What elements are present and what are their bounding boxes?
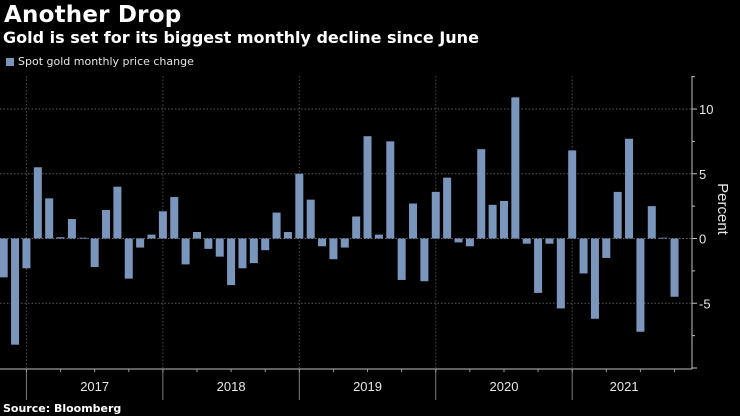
chart-title: Another Drop <box>4 2 182 28</box>
bar <box>511 97 520 239</box>
bar <box>158 211 167 239</box>
bar <box>136 238 145 248</box>
bar <box>67 219 76 239</box>
bar <box>192 232 201 239</box>
axes: 2017 2018 2019 2020 2021 -5 0 5 10 <box>0 76 713 400</box>
bar <box>374 234 383 239</box>
bar <box>602 238 611 258</box>
bar <box>181 238 190 265</box>
bar <box>0 238 8 278</box>
bar <box>113 186 122 239</box>
y-tick-label: 10 <box>699 102 713 117</box>
bar <box>556 238 565 309</box>
y-tick-label: -5 <box>699 296 711 311</box>
bar <box>215 238 224 257</box>
bar <box>318 238 327 247</box>
bar <box>249 238 258 264</box>
bar <box>568 150 577 239</box>
x-tick-label: 2019 <box>353 379 382 394</box>
bar <box>11 238 20 345</box>
bar <box>329 238 338 260</box>
bar <box>272 212 281 239</box>
bar <box>397 238 406 280</box>
bar <box>261 238 270 251</box>
bar <box>613 191 622 239</box>
bar <box>465 238 474 247</box>
bar <box>443 177 452 239</box>
legend-swatch <box>6 57 14 66</box>
x-tick-label: 2018 <box>217 379 246 394</box>
bar <box>283 232 292 239</box>
bar <box>45 198 54 239</box>
bar <box>420 238 429 282</box>
legend: Spot gold monthly price change <box>6 55 194 68</box>
bar <box>227 238 236 286</box>
bar <box>488 204 497 239</box>
x-tick-label: 2017 <box>80 379 109 394</box>
bar <box>659 237 668 239</box>
bar <box>33 167 42 239</box>
bar <box>522 238 531 244</box>
bar <box>431 191 440 239</box>
bar <box>625 138 634 239</box>
bar <box>56 237 65 239</box>
bar <box>647 206 656 239</box>
bar <box>90 238 99 267</box>
bar <box>477 149 486 239</box>
bar <box>102 210 111 239</box>
bar <box>79 237 88 239</box>
bar <box>499 200 508 239</box>
bar <box>147 234 156 239</box>
source-note: Source: Bloomberg <box>3 402 122 415</box>
chart-subtitle: Gold is set for its biggest monthly decl… <box>3 28 479 47</box>
y-tick-label: 5 <box>699 167 706 182</box>
bar <box>409 203 418 239</box>
bar <box>170 197 179 239</box>
bar <box>670 238 679 297</box>
bar <box>124 238 133 279</box>
bar <box>454 238 463 243</box>
bar <box>352 216 361 239</box>
x-tick-label: 2020 <box>490 379 519 394</box>
bar <box>636 238 645 332</box>
bars <box>0 97 679 345</box>
bar <box>238 238 247 269</box>
bar <box>204 238 213 249</box>
y-tick-label: 0 <box>699 232 706 247</box>
bar <box>545 238 554 244</box>
bar <box>295 173 304 239</box>
bar <box>363 136 372 239</box>
bar <box>534 238 543 293</box>
y-axis-label: Percent <box>714 183 731 236</box>
bar <box>386 141 395 239</box>
bar <box>579 238 588 274</box>
bar <box>340 238 349 248</box>
legend-label: Spot gold monthly price change <box>18 55 194 68</box>
bar <box>22 238 31 269</box>
bar <box>306 199 315 239</box>
x-tick-label: 2021 <box>610 379 639 394</box>
bar <box>590 238 599 319</box>
